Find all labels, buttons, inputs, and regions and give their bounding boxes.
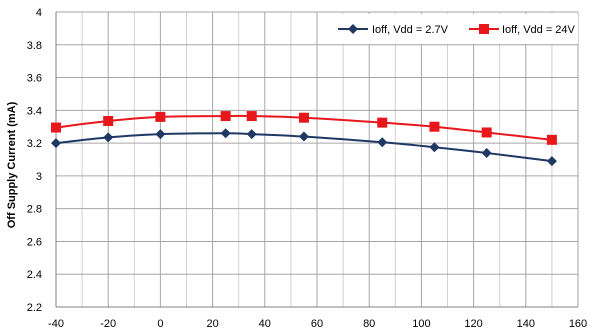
data-point bbox=[51, 122, 61, 133]
data-point bbox=[155, 129, 166, 140]
series-line bbox=[55, 132, 553, 163]
y-tick-label: 2.8 bbox=[27, 204, 42, 216]
data-point bbox=[246, 111, 257, 122]
grid bbox=[55, 11, 579, 308]
x-tick-label: 20 bbox=[206, 318, 218, 330]
legend: Ioff, Vdd = 2.7V Ioff, Vdd = 24V bbox=[324, 14, 578, 44]
data-point bbox=[220, 111, 231, 122]
data-point bbox=[103, 132, 114, 143]
legend-item-1: Ioff, Vdd = 2.7V bbox=[338, 24, 449, 36]
data-point bbox=[103, 115, 114, 126]
x-tick-label: 100 bbox=[412, 318, 430, 330]
data-point bbox=[220, 128, 231, 139]
series-group bbox=[51, 111, 557, 167]
data-point bbox=[377, 137, 388, 148]
y-tick-label: 3 bbox=[36, 171, 42, 183]
x-tick-label: 60 bbox=[311, 318, 323, 330]
y-tick-label: 2.2 bbox=[27, 302, 42, 314]
data-point bbox=[246, 129, 257, 140]
x-tick-label: 0 bbox=[157, 318, 163, 330]
data-point bbox=[377, 117, 388, 128]
legend-label: Ioff, Vdd = 24V bbox=[502, 24, 576, 36]
x-tick-label: 160 bbox=[569, 318, 587, 330]
x-tick-label: 80 bbox=[363, 318, 375, 330]
y-tick-labels: 2.2 2.4 2.6 2.8 3 3.2 3.4 3.6 3.8 4 bbox=[27, 7, 42, 314]
legend-marker bbox=[479, 24, 489, 34]
y-tick-label: 3.6 bbox=[27, 73, 42, 85]
x-tick-labels: -40 -20 0 20 40 60 80 100 120 140 160 bbox=[48, 318, 587, 330]
data-point bbox=[298, 112, 309, 123]
data-point bbox=[155, 111, 166, 122]
y-tick-label: 3.2 bbox=[27, 138, 42, 150]
data-point bbox=[546, 156, 557, 167]
data-point bbox=[481, 147, 492, 158]
y-tick-label: 2.4 bbox=[27, 269, 42, 281]
y-tick-label: 3.8 bbox=[27, 40, 42, 52]
series-2 bbox=[51, 111, 557, 145]
legend-item-2: Ioff, Vdd = 24V bbox=[469, 24, 576, 36]
series-line bbox=[55, 114, 553, 141]
y-tick-label: 4 bbox=[36, 7, 42, 19]
series-1 bbox=[51, 128, 557, 167]
x-tick-label: -20 bbox=[100, 318, 116, 330]
data-point bbox=[429, 142, 440, 153]
data-point bbox=[546, 134, 557, 145]
x-tick-label: 120 bbox=[464, 318, 482, 330]
y-axis-label: Off Supply Current (mA) bbox=[6, 101, 18, 228]
x-tick-label: -40 bbox=[48, 318, 64, 330]
legend-marker bbox=[348, 24, 358, 34]
y-tick-label: 3.4 bbox=[27, 105, 42, 117]
legend-label: Ioff, Vdd = 2.7V bbox=[372, 24, 449, 36]
data-point bbox=[429, 121, 440, 132]
data-point bbox=[481, 127, 492, 138]
data-point bbox=[51, 138, 61, 149]
x-tick-label: 140 bbox=[517, 318, 535, 330]
x-tick-label: 40 bbox=[259, 318, 271, 330]
y-tick-label: 2.6 bbox=[27, 236, 42, 248]
data-point bbox=[298, 131, 309, 142]
